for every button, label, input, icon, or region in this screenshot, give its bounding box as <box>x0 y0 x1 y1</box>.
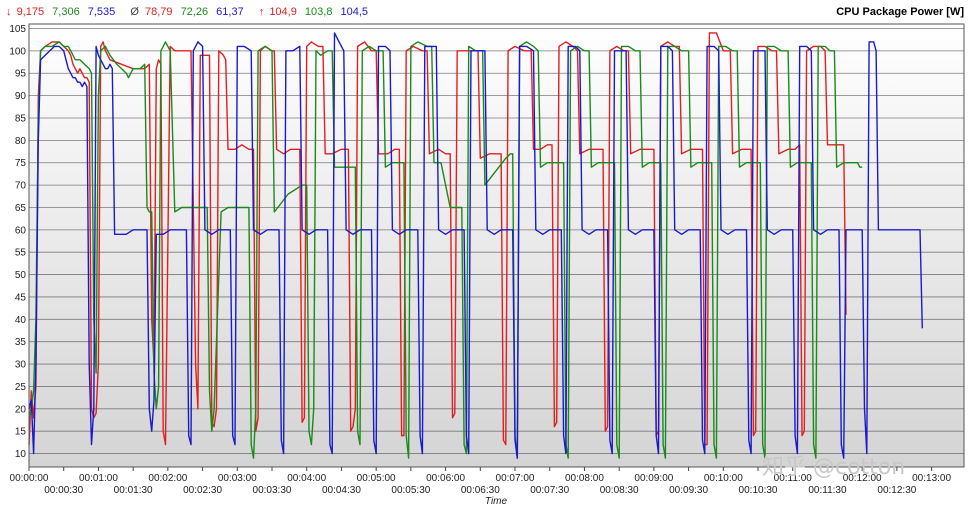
y-tick-label: 100 <box>9 46 26 57</box>
y-tick-label: 65 <box>15 203 27 214</box>
x-tick-label: 00:00:30 <box>44 485 83 496</box>
x-tick-label: 00:08:00 <box>565 473 604 484</box>
min-blue: 7,535 <box>88 6 116 18</box>
x-tick-label: 00:04:00 <box>287 473 326 484</box>
y-tick-label: 95 <box>15 69 27 80</box>
y-tick-label: 105 <box>9 24 26 35</box>
x-tick-label: 00:12:30 <box>877 485 916 496</box>
y-axis: 10 15 20 25 30 35 40 45 50 55 60 65 70 75 80 85 90 95 100 1… <box>9 24 26 460</box>
avg-blue: 61,37 <box>216 6 244 18</box>
x-tick-label: 00:11:30 <box>808 485 847 496</box>
max-blue: 104,5 <box>341 6 369 18</box>
series-line-0 <box>28 32 847 446</box>
x-tick-label: 00:02:00 <box>148 473 187 484</box>
y-tick-label: 40 <box>15 315 27 326</box>
min-green: 7,306 <box>52 6 80 18</box>
x-tick-label: 00:06:00 <box>426 473 465 484</box>
x-tick-label: 00:10:00 <box>704 473 743 484</box>
svg-text:↓ 9,175 7,306: ↓ 9,175 7,306 7,535 Ø 78,79 72,26 61,37 … <box>6 6 368 18</box>
y-tick-label: 15 <box>15 427 27 438</box>
y-tick-label: 25 <box>15 382 27 393</box>
avg-red: 78,79 <box>145 6 173 18</box>
max-green: 103,8 <box>305 6 333 18</box>
chart-title: CPU Package Power [W] <box>836 6 964 18</box>
gridlines <box>29 28 964 454</box>
y-tick-label: 70 <box>15 181 27 192</box>
x-tick-label: 00:12:00 <box>843 473 882 484</box>
x-tick-label: 00:01:30 <box>114 485 153 496</box>
avg-green: 72,26 <box>181 6 209 18</box>
series-line-2 <box>28 32 923 459</box>
y-tick-label: 50 <box>15 270 27 281</box>
x-tick-label: 00:05:30 <box>391 485 430 496</box>
x-tick-label: 00:08:30 <box>600 485 639 496</box>
series-lines <box>28 32 923 459</box>
x-tick-label: 00:03:00 <box>218 473 257 484</box>
y-tick-label: 10 <box>15 449 27 460</box>
y-tick-label: 85 <box>15 113 27 124</box>
watermark-text: 知乎 @cotton <box>762 455 905 480</box>
y-tick-label: 90 <box>15 91 27 102</box>
x-axis: 00:00:0000:00:3000:01:0000:01:3000:02:00… <box>10 467 951 496</box>
x-tick-label: 00:07:00 <box>496 473 535 484</box>
x-tick-label: 00:02:30 <box>183 485 222 496</box>
y-tick-label: 45 <box>15 292 27 303</box>
series-line-1 <box>28 41 863 459</box>
x-tick-label: 00:09:00 <box>634 473 673 484</box>
x-tick-label: 00:10:30 <box>739 485 778 496</box>
x-tick-label: 00:13:00 <box>912 473 951 484</box>
x-tick-label: 00:06:30 <box>461 485 500 496</box>
plot-background <box>29 24 964 467</box>
x-tick-label: 00:11:00 <box>774 473 813 484</box>
x-tick-label: 00:07:30 <box>530 485 569 496</box>
min-label: ↓ <box>6 6 12 18</box>
x-tick-label: 00:09:30 <box>669 485 708 496</box>
max-label: ↑ <box>259 6 265 18</box>
min-red: 9,175 <box>17 6 45 18</box>
y-tick-label: 55 <box>15 248 27 259</box>
y-tick-label: 35 <box>15 337 27 348</box>
y-tick-label: 80 <box>15 136 27 147</box>
y-tick-label: 20 <box>15 404 27 415</box>
x-tick-label: 00:03:30 <box>253 485 292 496</box>
y-tick-label: 30 <box>15 360 27 371</box>
plot-border <box>28 23 965 468</box>
x-tick-label: 00:00:00 <box>10 473 49 484</box>
y-tick-label: 75 <box>15 158 27 169</box>
x-tick-label: 00:05:00 <box>357 473 396 484</box>
x-tick-label: 00:01:00 <box>79 473 118 484</box>
max-red: 104,9 <box>269 6 297 18</box>
legend-stats: ↓ 9,175 7,306 7,535 Ø 78,79 72,26 61,37 … <box>6 6 368 18</box>
y-tick-label: 60 <box>15 225 27 236</box>
x-tick-label: 00:04:30 <box>322 485 361 496</box>
avg-label: Ø <box>130 6 139 18</box>
x-axis-label: Time <box>485 496 508 507</box>
